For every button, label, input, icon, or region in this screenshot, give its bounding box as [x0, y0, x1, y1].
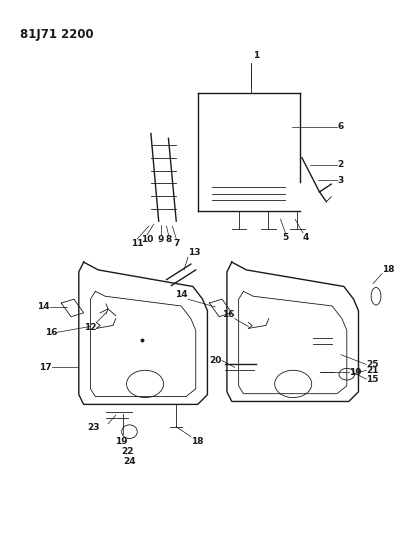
Text: 25: 25 — [366, 360, 379, 369]
Text: 15: 15 — [366, 375, 379, 384]
Text: 13: 13 — [188, 248, 201, 257]
Text: 8: 8 — [165, 235, 172, 244]
Text: 16: 16 — [222, 310, 235, 319]
Text: 24: 24 — [123, 457, 136, 466]
Text: 4: 4 — [303, 233, 309, 242]
Text: 6: 6 — [337, 122, 343, 131]
Text: 22: 22 — [121, 447, 134, 456]
Text: 18: 18 — [382, 265, 394, 274]
Text: 14: 14 — [37, 302, 50, 311]
Text: 1: 1 — [253, 51, 259, 60]
Text: 81J71 2200: 81J71 2200 — [20, 28, 94, 41]
Text: 17: 17 — [39, 363, 51, 372]
Text: 11: 11 — [131, 239, 144, 248]
Text: 19: 19 — [115, 437, 128, 446]
Text: 16: 16 — [45, 328, 57, 337]
Text: 19: 19 — [349, 368, 361, 377]
Text: 21: 21 — [366, 366, 379, 375]
Text: 9: 9 — [158, 235, 164, 244]
Text: 18: 18 — [191, 437, 203, 446]
Text: 10: 10 — [141, 235, 153, 244]
Text: 5: 5 — [282, 233, 289, 242]
Text: 3: 3 — [337, 176, 343, 185]
Text: 2: 2 — [337, 160, 343, 169]
Text: 12: 12 — [84, 322, 96, 332]
Text: 7: 7 — [173, 239, 179, 248]
Text: 20: 20 — [210, 356, 222, 365]
Text: 14: 14 — [175, 290, 188, 299]
Text: 23: 23 — [88, 423, 100, 432]
